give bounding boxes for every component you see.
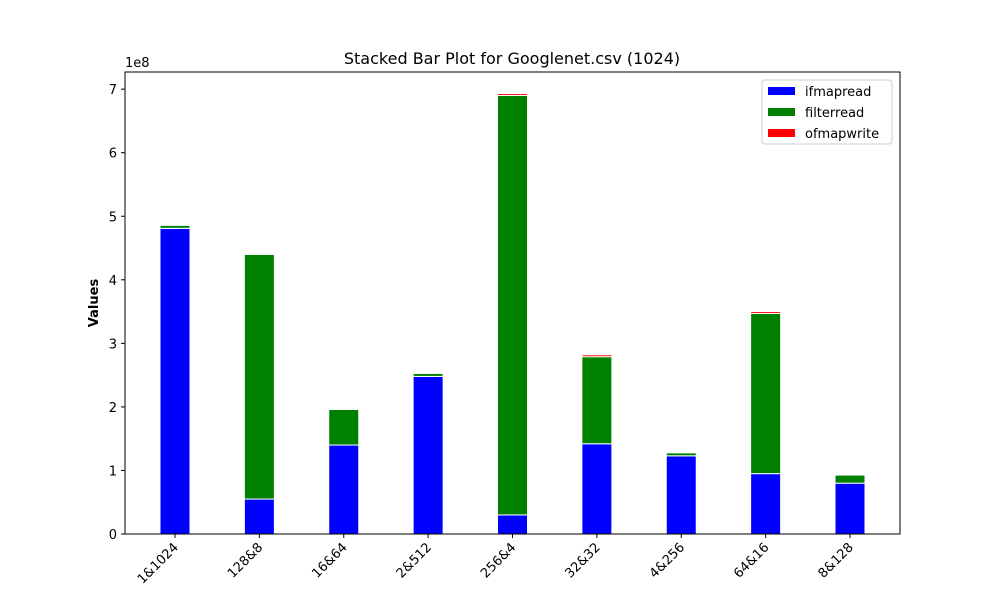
bar-segment (834, 482, 866, 535)
legend-label: ofmapwrite (805, 127, 879, 142)
legend-label: ifmapread (805, 85, 871, 100)
bar-segment (328, 408, 360, 446)
bar-segment (581, 356, 613, 445)
bar-segment (159, 224, 191, 226)
legend-swatch (768, 87, 795, 95)
bar-segment (581, 443, 613, 535)
bar-segment (328, 408, 360, 410)
bar-segment (581, 354, 613, 358)
bar-segment (243, 253, 275, 255)
legend-box (761, 79, 893, 145)
y-tick-label: 4 (109, 274, 117, 289)
legend-swatch (768, 108, 795, 116)
bar-segment (834, 474, 866, 476)
bar-segment (412, 375, 444, 535)
bar-segment (497, 514, 528, 535)
bar-segment (243, 498, 275, 535)
bar-segment (834, 474, 866, 484)
x-tick-label: 4&256 (647, 540, 688, 581)
bar-segment (750, 312, 782, 475)
x-tick-label: 128&8 (225, 540, 266, 581)
legend-label: filterread (805, 106, 864, 121)
bar-segment (497, 93, 528, 97)
bar-segment (159, 227, 191, 535)
bar-segment (243, 253, 275, 500)
y-tick-label: 3 (109, 337, 117, 352)
x-tick-label: 16&64 (309, 540, 350, 581)
x-tick-label: 64&16 (731, 540, 772, 581)
x-tick-label: 32&32 (563, 540, 604, 581)
x-tick-label: 256&4 (478, 540, 519, 581)
y-tick-label: 6 (109, 147, 117, 162)
bar-segment (497, 95, 528, 516)
y-tick-label: 0 (109, 528, 117, 543)
bar-segment (750, 311, 782, 314)
y-tick-label: 1 (109, 464, 117, 479)
bar-segment (665, 451, 697, 454)
bar-segment (665, 455, 697, 535)
x-tick-label: 2&512 (394, 540, 435, 581)
y-tick-label: 7 (109, 83, 117, 98)
y-tick-label: 2 (109, 401, 117, 416)
bar-segment (328, 444, 360, 535)
x-tick-label: 1&1024 (135, 540, 182, 587)
chart-title: Stacked Bar Plot for Googlenet.csv (1024… (344, 49, 680, 68)
bar-segment (750, 473, 782, 535)
plot-frame (124, 71, 901, 535)
y-offset-label: 1e8 (125, 56, 150, 71)
x-tick-label: 8&128 (816, 540, 857, 581)
legend-swatch (768, 129, 795, 137)
y-axis-label: Values (87, 279, 102, 328)
bar-segment (412, 372, 444, 374)
y-tick-label: 5 (109, 210, 117, 225)
